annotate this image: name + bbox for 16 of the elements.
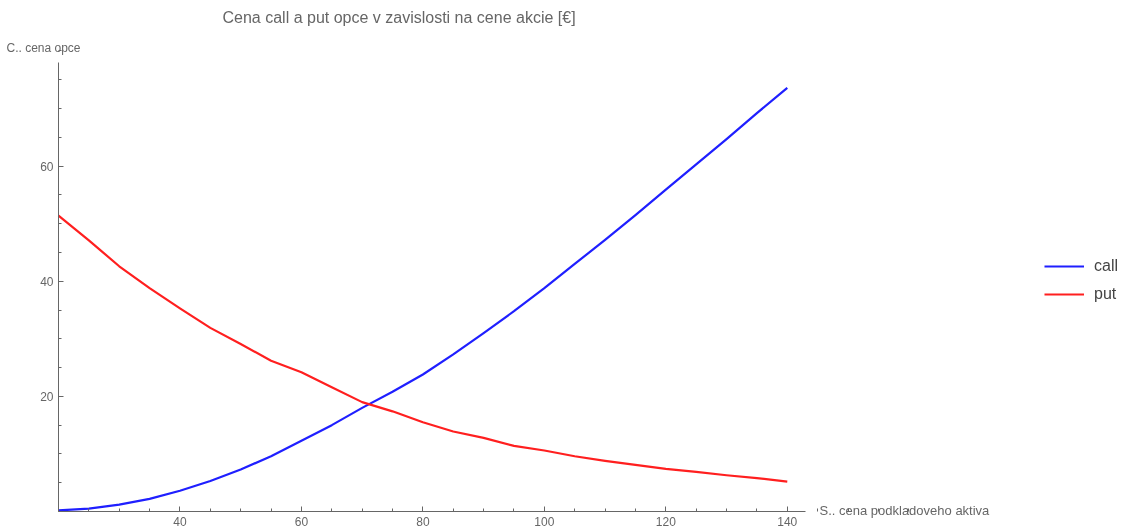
x-tick-label: 120 <box>655 514 677 529</box>
x-tick-label: 80 <box>416 514 430 529</box>
chart-title: Cena call a put opce v zavislosti na cene akcie [€] <box>222 8 576 26</box>
y-axis-title: C.. cena opce <box>6 40 81 55</box>
x-tick-label: 140 <box>777 514 798 529</box>
legend-label: call <box>1093 256 1118 275</box>
x-tick-label: 100 <box>534 514 555 529</box>
y-tick-label: 40 <box>40 274 54 289</box>
line-series <box>57 86 789 512</box>
y-tick-label: 60 <box>40 159 54 174</box>
x-axis-title: S.. cena podkladoveho aktiva <box>819 502 991 518</box>
x-tick-label: 40 <box>173 514 187 529</box>
line-series <box>57 214 789 483</box>
legend-label: put <box>1093 284 1117 303</box>
y-tick-label: 20 <box>40 389 54 404</box>
x-tick-label: 60 <box>294 514 309 529</box>
